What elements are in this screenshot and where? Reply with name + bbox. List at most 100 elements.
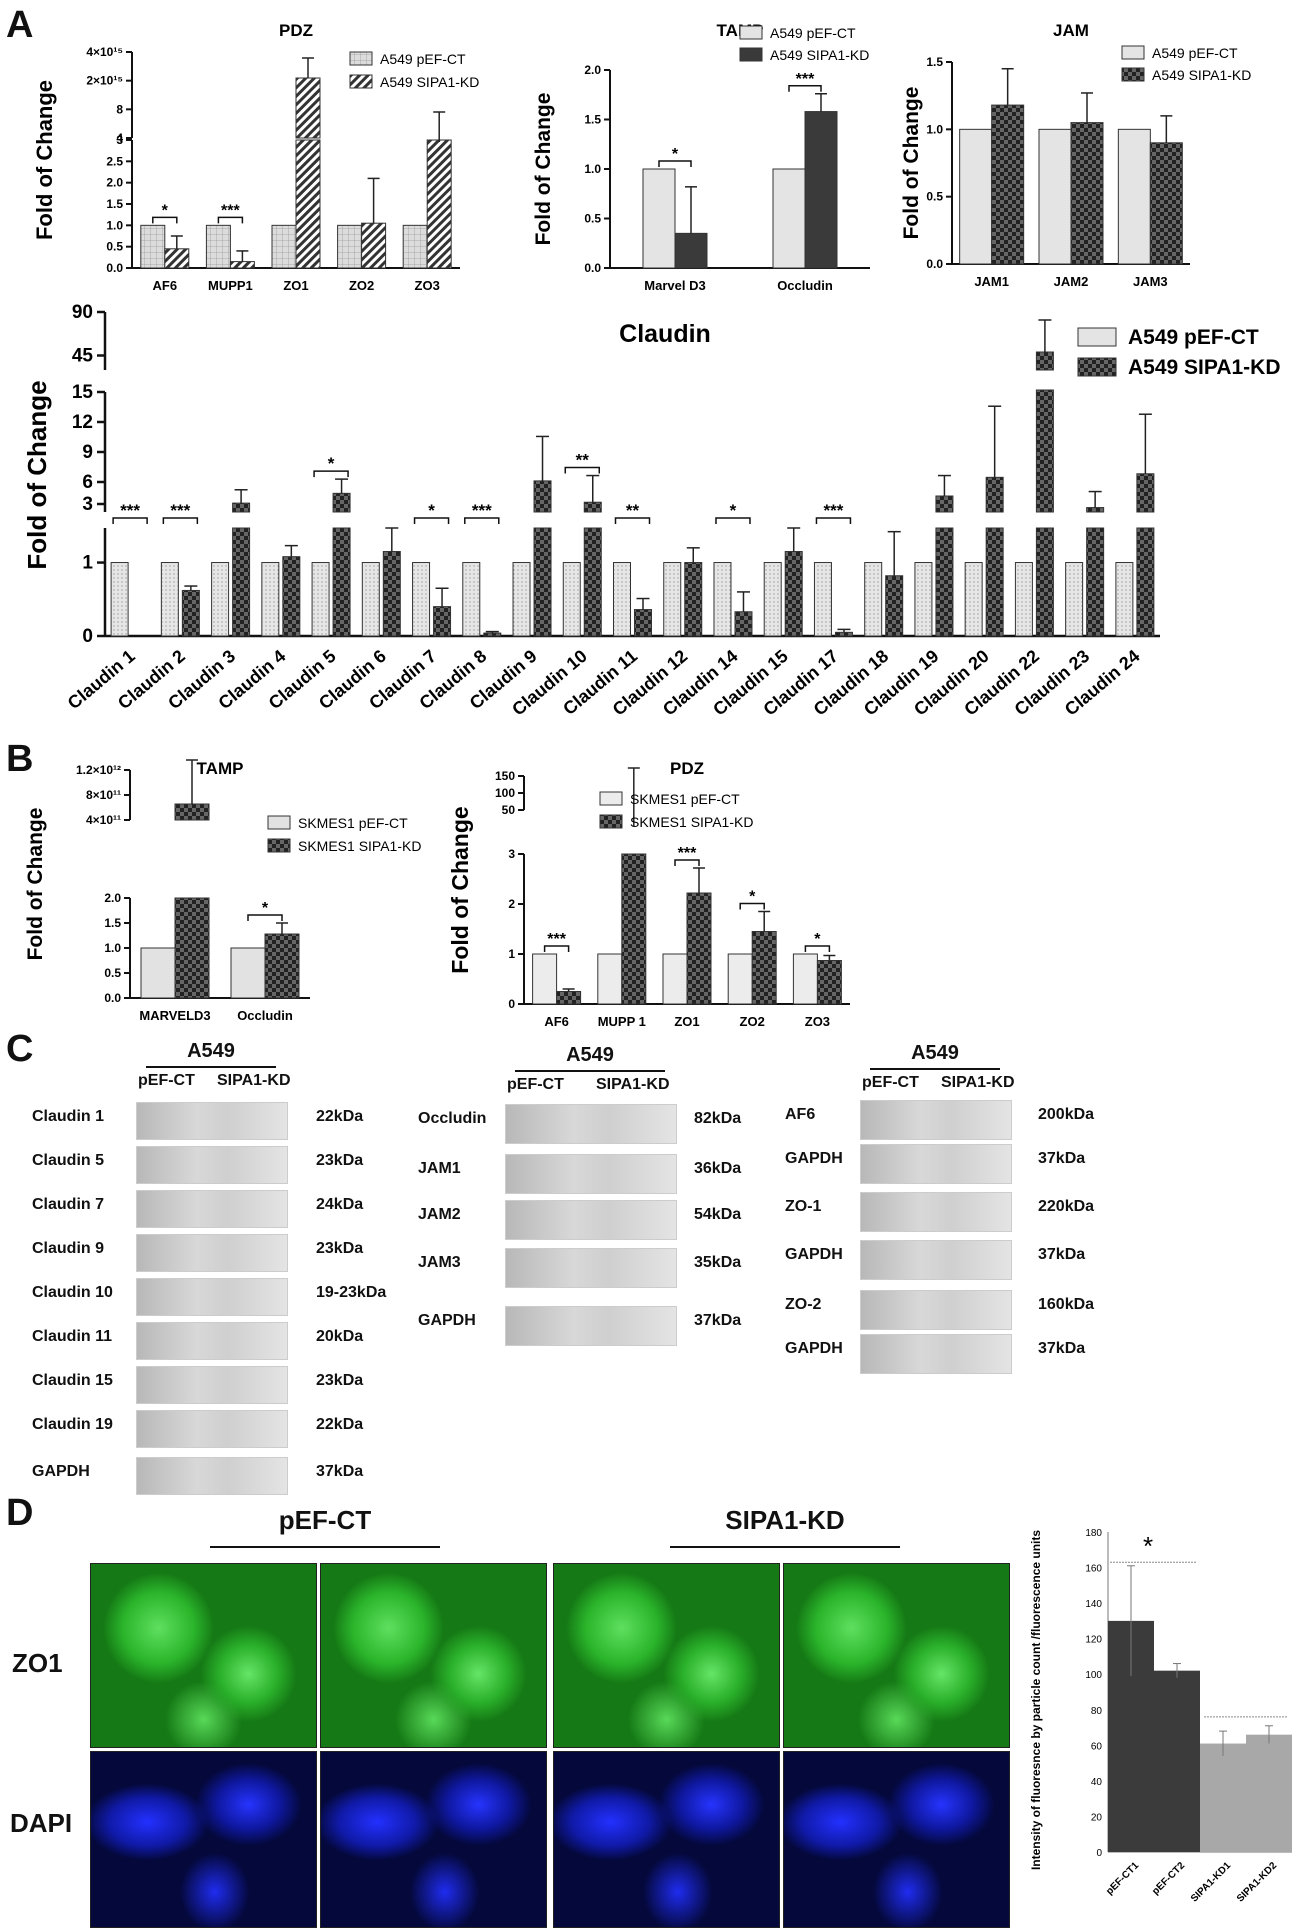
blot-kda-label: 37kDa: [316, 1463, 364, 1480]
y-tick-label: 9: [82, 442, 93, 463]
bar: [483, 632, 502, 637]
bar: [562, 562, 581, 637]
panel-label-a: A: [6, 4, 34, 46]
bar: [512, 562, 531, 637]
blot-band: [505, 1154, 677, 1194]
legend-swatch: [599, 791, 623, 806]
bar: [991, 104, 1025, 265]
x-tick-label: ZO3: [415, 278, 440, 293]
blot-row-label: GAPDH: [785, 1246, 843, 1263]
blot-kda-label: 37kDa: [694, 1312, 742, 1329]
y-tick-label: 100: [1085, 1670, 1102, 1681]
bar: [784, 551, 803, 637]
blot-col-label: SIPA1-KD: [217, 1072, 291, 1089]
y-tick-label: 1: [508, 947, 515, 961]
panel-label-c: C: [6, 1028, 34, 1070]
bar-upper: [295, 77, 321, 139]
bar: [959, 128, 993, 265]
y-tick-label: 8: [116, 102, 123, 116]
chart-b-pdz: 0 1 2 3 150 100 50 PDZ Fold of Change AF6 MUPP 1 ZO…: [447, 759, 850, 1029]
blot-col-label: pEF-CT: [138, 1072, 195, 1089]
bar: [684, 562, 703, 637]
y-tick-label: 0: [1096, 1848, 1102, 1859]
x-tick-label: JAM2: [1054, 274, 1089, 289]
bar: [311, 562, 330, 637]
bar: [804, 111, 838, 269]
chart-b-tamp: 0.0 0.5 1.0 1.5 2.0 1.2×10¹² 8×10¹¹ 4×10¹¹ TAMP F…: [24, 759, 421, 1023]
legend-label: A549 pEF-CT: [770, 25, 856, 41]
blot-row-label: Occludin: [418, 1110, 487, 1127]
blot-title-line: [146, 1066, 276, 1068]
blot-kda-label: 37kDa: [1038, 1340, 1086, 1357]
blot-row-label: Claudin 10: [32, 1284, 113, 1301]
blot-row-label: JAM2: [418, 1206, 461, 1223]
bar: [964, 562, 983, 637]
bar: [1086, 527, 1105, 637]
blot-kda-label: 220kDa: [1038, 1198, 1095, 1215]
blot-row-label: Claudin 11: [32, 1328, 113, 1345]
bar: [914, 562, 933, 637]
bar: [556, 991, 582, 1005]
y-tick-label: 1.0: [104, 941, 121, 955]
y-tick-label: 0.0: [106, 261, 123, 275]
blot-kda-label: 200kDa: [1038, 1106, 1095, 1123]
bar: [205, 224, 231, 269]
legend-label: A549 SIPA1-KD: [380, 74, 479, 90]
bar: [772, 168, 806, 269]
bar: [792, 953, 818, 1005]
y-tick-label: 0.5: [926, 190, 943, 204]
micro-zo1-pef-2: [320, 1563, 547, 1748]
bar: [1065, 562, 1084, 637]
micro-zo1-pef-1: [90, 1563, 317, 1748]
x-tick-label: JAM3: [1133, 274, 1168, 289]
legend-label: A549 pEF-CT: [1152, 45, 1238, 61]
blot-title: A549: [911, 1042, 959, 1064]
bar: [613, 562, 631, 637]
sig-label: ***: [547, 931, 566, 948]
panel-label-d: D: [6, 1492, 34, 1534]
y-tick-label: 3: [82, 494, 93, 515]
sig-bracket: [564, 466, 601, 474]
blot-col-label: pEF-CT: [862, 1074, 919, 1091]
bar: [164, 248, 190, 269]
blot-row-label: JAM3: [418, 1254, 461, 1271]
blot-row-label: Claudin 1: [32, 1108, 105, 1125]
y-tick-label: 1.0: [926, 122, 943, 136]
blot-kda-label: 35kDa: [694, 1254, 742, 1271]
x-tick-label: pEF-CT2: [1150, 1860, 1187, 1897]
y-tick-label: 3: [508, 847, 515, 861]
bar: [361, 562, 380, 637]
y-axis-label: Fold of Change: [532, 93, 555, 246]
bar-upper: [174, 803, 210, 821]
blot-band: [505, 1248, 677, 1288]
sig-bracket: [247, 914, 283, 921]
legend-label: A549 pEF-CT: [380, 51, 466, 67]
bar-upper: [1035, 389, 1054, 513]
bar: [211, 562, 230, 637]
y-axis-label: Fold of Change: [32, 80, 57, 240]
y-tick-label: 1.0: [584, 162, 601, 176]
y-tick-label: 150: [495, 769, 515, 783]
bar: [426, 139, 452, 269]
chart-title: Claudin: [619, 320, 711, 348]
blot-row-label: GAPDH: [785, 1340, 843, 1357]
bar: [1115, 562, 1134, 637]
blot-kda-label: 22kDa: [316, 1108, 364, 1125]
x-tick-label: ZO2: [740, 1014, 765, 1029]
blot-band: [136, 1410, 288, 1448]
blot-row-label: ZO-1: [785, 1198, 822, 1215]
bar: [261, 562, 280, 637]
x-tick-label: ZO3: [805, 1014, 830, 1029]
sig-label: ***: [221, 202, 240, 219]
legend-label: A549 SIPA1-KD: [1152, 67, 1251, 83]
y-tick-label: 1.5: [104, 916, 121, 930]
sig-label: *: [428, 501, 435, 520]
bar: [727, 953, 753, 1005]
blot-kda-label: 22kDa: [316, 1416, 364, 1433]
blot-band: [505, 1104, 677, 1144]
y-tick-label: 6: [82, 472, 93, 493]
bar: [674, 232, 708, 269]
y-tick-label: 12: [72, 412, 93, 433]
sig-label: *: [162, 202, 169, 219]
y-tick-label: 2: [508, 897, 515, 911]
